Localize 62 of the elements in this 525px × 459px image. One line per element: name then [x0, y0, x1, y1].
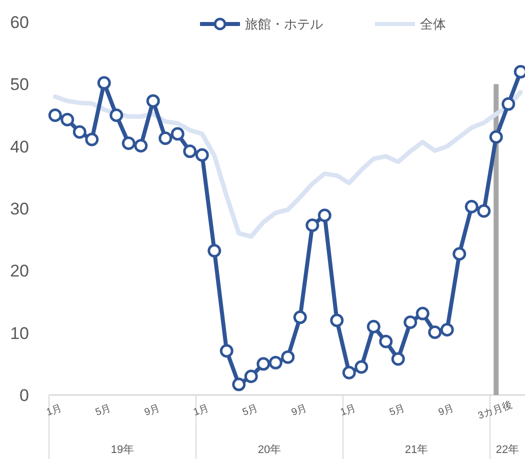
y-tick-label: 10 [10, 324, 29, 343]
text: 21年 [404, 444, 428, 456]
legend-label: 全体 [420, 16, 446, 32]
point [195, 148, 209, 162]
x-tick-label: 1月 [45, 402, 64, 418]
point [366, 320, 380, 334]
point [232, 378, 246, 392]
x-tick-label: 9月 [143, 402, 162, 418]
point [379, 334, 393, 348]
point [122, 136, 136, 150]
point [281, 350, 295, 364]
point [158, 132, 172, 145]
point [354, 360, 368, 374]
point [208, 244, 222, 258]
text: 22年 [496, 444, 520, 456]
point [330, 314, 344, 328]
point [72, 125, 86, 139]
x-tick-label: 5月 [241, 402, 260, 418]
point [416, 306, 430, 320]
point [428, 325, 442, 339]
point [306, 218, 320, 232]
y-tick-label: 0 [20, 386, 29, 405]
y-tick-label: 40 [10, 137, 29, 156]
point [48, 108, 62, 122]
point [97, 76, 111, 90]
point [293, 310, 307, 324]
point [134, 138, 148, 152]
y-tick-label: 60 [10, 12, 29, 32]
x-tick-label: 5月 [388, 402, 406, 418]
text: 20年 [258, 444, 282, 456]
point [464, 200, 478, 214]
point [220, 344, 234, 358]
point [502, 97, 516, 111]
point [318, 208, 332, 222]
point [440, 322, 454, 336]
x-tick-label: 9月 [437, 402, 456, 418]
point [183, 144, 197, 158]
x-tick-label: 1月 [192, 402, 210, 418]
point [60, 112, 74, 126]
legend-label: 旅館・ホテル [245, 16, 323, 32]
x-tick-label: 5月 [94, 402, 112, 418]
point [452, 247, 466, 261]
point [256, 357, 270, 371]
line-series [52, 90, 523, 239]
y-tick-label: 50 [10, 75, 29, 94]
point [268, 356, 282, 370]
x-tick-label: 1月 [339, 402, 358, 418]
y-tick-label: 20 [10, 262, 29, 281]
point [391, 352, 405, 366]
point [342, 366, 356, 380]
point [146, 94, 160, 108]
point [404, 316, 418, 330]
point [244, 370, 258, 384]
point [110, 108, 124, 122]
point [477, 204, 491, 218]
x-tick-label: 9月 [290, 402, 308, 418]
point [170, 127, 184, 141]
text: 19年 [110, 444, 134, 456]
point [85, 132, 99, 146]
point [489, 130, 503, 144]
x-tick-label: 3カ月後 [476, 398, 514, 422]
y-tick-label: 30 [10, 199, 29, 218]
